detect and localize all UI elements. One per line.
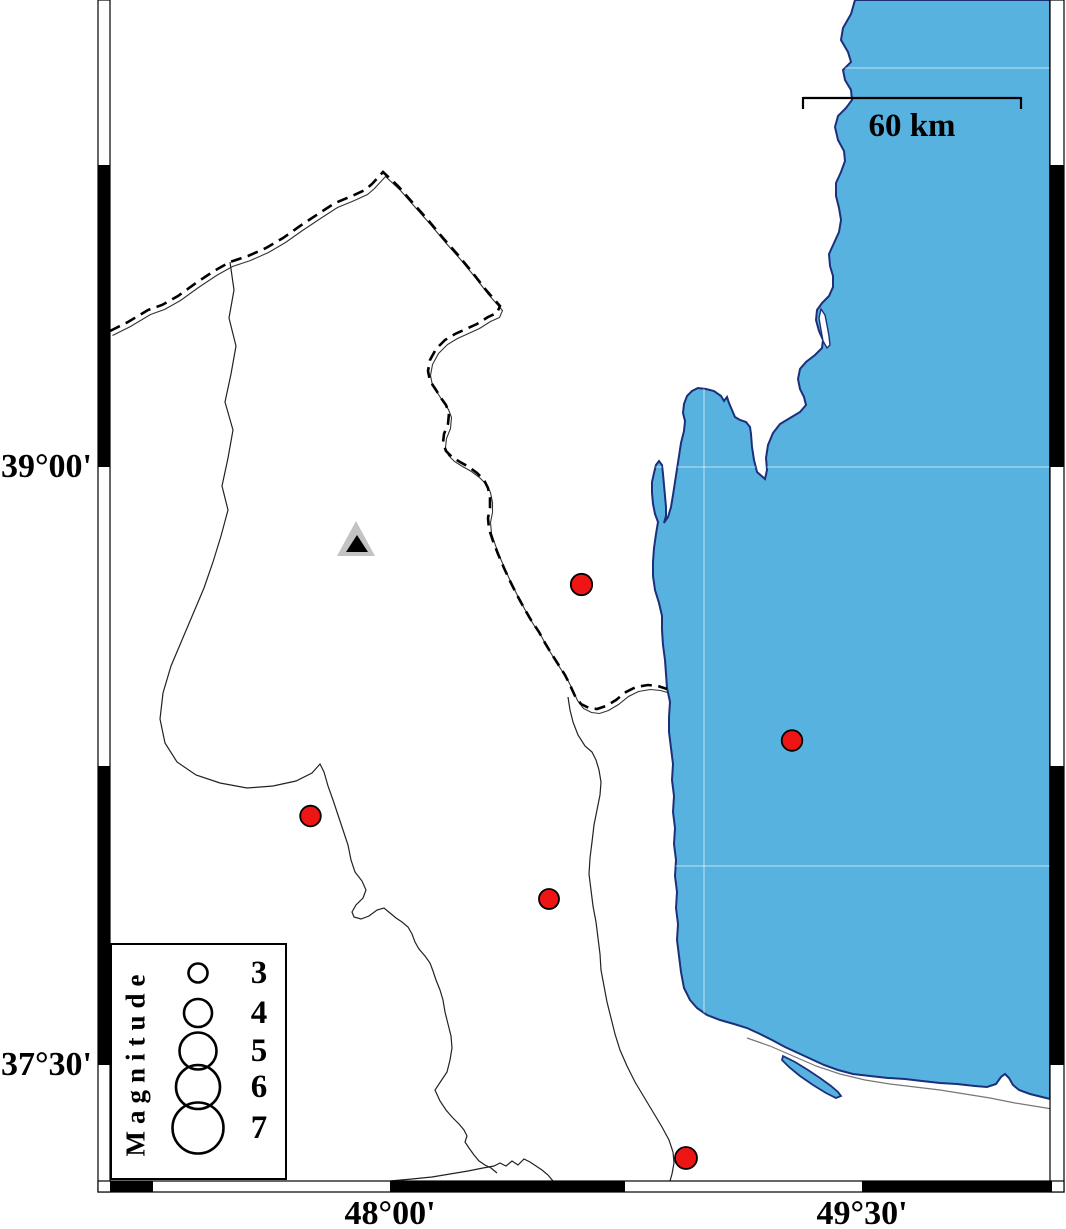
earthquake-marker [538, 888, 560, 910]
international-border-dashed [109, 170, 668, 711]
seismic-station [337, 521, 375, 556]
province-border-line [159, 261, 498, 1174]
shore-secondary-line [746, 1037, 1065, 1112]
legend-circle-mag-6 [174, 1063, 222, 1111]
legend-circle-mag-5 [178, 1031, 218, 1071]
earthquake-epicenters [299, 572, 804, 1170]
legend-circle-mag-7 [171, 1101, 225, 1155]
legend-mag-5: 5 [250, 1033, 268, 1069]
bottom-river-line [389, 1158, 554, 1182]
earthquake-marker [299, 804, 322, 828]
latitude-label-39: 39°00' [0, 448, 92, 485]
earthquake-marker [780, 729, 804, 752]
river-line [567, 696, 675, 1182]
legend-title: Magnitude [120, 967, 151, 1157]
longitude-label-49-30: 49°30' [816, 1195, 908, 1229]
sand-spit [818, 307, 831, 350]
scale-bar-label: 60 km [868, 108, 956, 144]
coastal-lagoon [781, 1054, 843, 1099]
legend-magnitude-circles [171, 962, 225, 1155]
legend-mag-7: 7 [250, 1110, 268, 1146]
legend-circle-mag-4 [182, 997, 214, 1029]
map-frame [97, 0, 1065, 1193]
earthquake-marker [674, 1146, 698, 1170]
legend-mag-4: 4 [250, 995, 268, 1031]
legend-circle-mag-3 [187, 962, 209, 984]
legend-mag-6: 6 [250, 1069, 268, 1105]
earthquake-marker [569, 572, 594, 597]
longitude-label-48: 48°00' [344, 1195, 436, 1229]
legend-mag-3: 3 [250, 955, 268, 991]
latitude-label-37-30: 37°30' [0, 1046, 92, 1083]
scale-bar [801, 96, 1023, 109]
station-triangle-inner [346, 535, 368, 552]
sea-polygon [651, 0, 1051, 1101]
border-companion-line [112, 175, 668, 715]
